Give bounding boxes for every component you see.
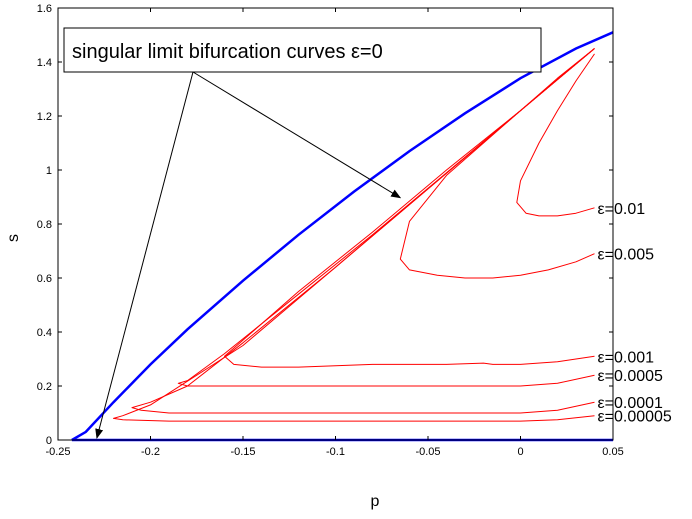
x-tick-label: 0.05 [602, 446, 623, 458]
x-axis-label: p [371, 493, 380, 510]
y-tick-label: 1.4 [37, 57, 52, 69]
x-tick-label: -0.1 [326, 446, 345, 458]
x-tick-label: 0 [517, 446, 523, 458]
x-tick-label: -0.25 [45, 446, 70, 458]
y-tick-label: 1.6 [37, 3, 52, 15]
x-tick-label: -0.2 [141, 446, 160, 458]
curves-layer [113, 48, 595, 422]
singular-curve-1 [71, 31, 614, 442]
plot-area [58, 8, 613, 440]
y-tick-label: 0.4 [37, 327, 52, 339]
series-label-5: ε=0.0001 [598, 395, 664, 412]
y-axis-label: s [5, 234, 22, 242]
annotation-arrow-1 [192, 71, 402, 199]
x-tick-label: -0.05 [415, 446, 440, 458]
y-tick-label: 0.6 [37, 273, 52, 285]
y-tick-label: 0.8 [37, 219, 52, 231]
y-tick-label: 1.2 [37, 111, 52, 123]
ticks-layer: -0.25 -0.2 -0.15 -0.1 -0.05 0 0.05 0 0.2 0.4 0.6 0.… [37, 3, 624, 458]
series-line-1 [516, 53, 595, 217]
y-tick-label: 0.2 [37, 381, 52, 393]
annotation: singular limit bifurcation curves ε=0 [63, 27, 542, 439]
curve-labels-layer: ε=0.01 ε=0.005 ε=0.001 ε=0.0005 ε=0.0001ε=0.… [598, 201, 672, 426]
series-label-1: ε=0.01 [598, 201, 646, 218]
series-line-6 [113, 48, 595, 422]
annotation-text: singular limit bifurcation curves ε=0 [72, 41, 383, 63]
annotation-arrow-2 [95, 71, 194, 439]
x-tick-label: -0.15 [230, 446, 255, 458]
series-label-4: ε=0.0005 [598, 368, 664, 385]
y-tick-label: 1 [46, 165, 52, 177]
series-line-3 [224, 48, 595, 368]
series-label-6: ε=0.00005 [598, 409, 672, 426]
annotation-box [63, 27, 542, 73]
series-label-2: ε=0.005 [598, 247, 655, 264]
series-label-3: ε=0.001 [598, 349, 655, 366]
y-tick-label: 0 [46, 435, 52, 447]
